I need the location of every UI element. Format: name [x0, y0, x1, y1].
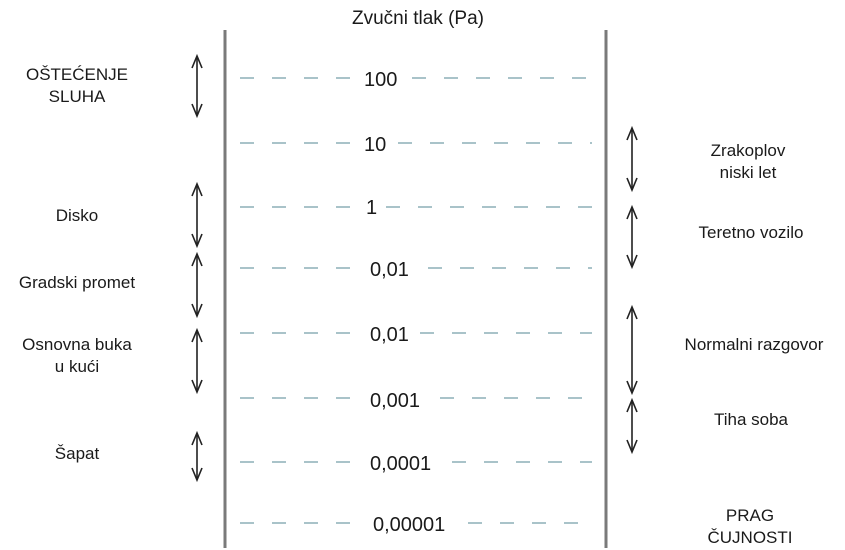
double-arrow-icon [191, 430, 203, 483]
label-line: Disko [55, 206, 99, 225]
double-arrow-icon [626, 125, 638, 193]
label-line: Gradski promet [18, 273, 136, 292]
left-label: Disko [2, 205, 152, 227]
level-value: 0,01 [370, 324, 409, 346]
label-line: u kući [54, 357, 100, 376]
label-line: Teretno vozilo [698, 223, 804, 242]
double-arrow-icon [191, 53, 203, 119]
level-value: 0,0001 [370, 453, 432, 475]
label-line: Tiha soba [713, 410, 789, 429]
level-value: 0,00001 [373, 514, 446, 536]
double-arrow-icon [191, 327, 203, 395]
double-arrow-icon [626, 397, 638, 455]
right-label: Zrakoplov niski let [656, 140, 840, 184]
double-arrow-icon [626, 204, 638, 270]
label-line: Osnovna buka [22, 335, 132, 354]
left-label: Gradski promet [2, 272, 152, 294]
label-line: ČUJNOSTI [707, 528, 793, 547]
level-dash-rows [240, 77, 592, 524]
range-arrows [191, 53, 638, 483]
level-value: 10 [364, 134, 387, 156]
level-value: 0,01 [370, 259, 409, 281]
label-line: Šapat [54, 444, 100, 463]
label-line: niski let [719, 163, 777, 182]
right-label: Tiha soba [666, 409, 836, 431]
label-line: Normalni razgovor [684, 335, 824, 354]
label-line: OŠTEĆENJE [25, 65, 129, 84]
left-label: Šapat [2, 443, 152, 465]
right-label: Normalni razgovor [668, 334, 840, 356]
right-label: PRAG ČUJNOSTI [670, 505, 830, 549]
left-label: OŠTEĆENJE SLUHA [2, 64, 152, 108]
label-line: SLUHA [48, 87, 106, 106]
left-label: Osnovna buka u kući [2, 334, 152, 378]
level-value: 100 [364, 69, 398, 91]
right-label: Teretno vozilo [666, 222, 836, 244]
double-arrow-icon [191, 251, 203, 319]
double-arrow-icon [191, 181, 203, 249]
scale-title: Zvučni tlak (Pa) [352, 8, 484, 29]
double-arrow-icon [626, 304, 638, 396]
label-line: Zrakoplov [710, 141, 786, 160]
level-value: 1 [366, 197, 378, 219]
level-value: 0,001 [370, 390, 421, 412]
label-line: PRAG [725, 506, 775, 525]
